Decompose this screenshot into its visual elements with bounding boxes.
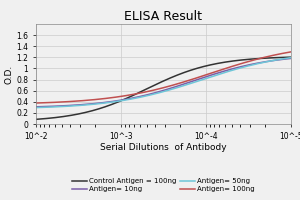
Control Antigen = 100ng [135,92,139,95]
Y-axis label: O.D.: O.D. [4,64,14,84]
Antigen= 10ng [220,71,223,73]
Antigen= 10ng [218,71,222,74]
Antigen= 100ng [220,69,223,71]
Antigen= 50ng [117,100,121,102]
Title: ELISA Result: ELISA Result [124,10,202,23]
Control Antigen = 100ng [65,115,68,117]
Antigen= 50ng [195,80,198,83]
Antigen= 10ng [34,106,38,108]
Antigen= 10ng [135,96,139,98]
Antigen= 50ng [218,73,222,75]
Antigen= 100ng [218,69,222,71]
Antigen= 100ng [65,101,68,103]
Antigen= 50ng [220,72,223,75]
Antigen= 100ng [117,95,121,98]
Control Antigen = 100ng [218,62,222,64]
Antigen= 100ng [195,77,198,79]
Antigen= 50ng [34,106,38,109]
Control Antigen = 100ng [117,100,121,103]
Line: Control Antigen = 100ng: Control Antigen = 100ng [36,57,291,119]
Antigen= 50ng [65,105,68,107]
Line: Antigen= 50ng: Antigen= 50ng [36,58,291,108]
Antigen= 10ng [65,104,68,107]
Legend: Control Antigen = 100ng, Antigen= 10ng, Antigen= 50ng, Antigen= 100ng: Control Antigen = 100ng, Antigen= 10ng, … [69,175,258,195]
Line: Antigen= 100ng: Antigen= 100ng [36,52,291,103]
Control Antigen = 100ng [220,62,223,64]
Antigen= 50ng [135,97,139,99]
Control Antigen = 100ng [195,67,198,70]
Antigen= 10ng [195,79,198,81]
Antigen= 10ng [117,99,121,102]
Control Antigen = 100ng [289,56,293,58]
Control Antigen = 100ng [34,118,38,121]
Antigen= 100ng [289,51,293,53]
Antigen= 100ng [34,102,38,104]
Antigen= 10ng [289,57,293,60]
X-axis label: Serial Dilutions  of Antibody: Serial Dilutions of Antibody [100,143,227,152]
Line: Antigen= 10ng: Antigen= 10ng [36,58,291,107]
Antigen= 50ng [289,56,293,59]
Antigen= 100ng [135,92,139,95]
